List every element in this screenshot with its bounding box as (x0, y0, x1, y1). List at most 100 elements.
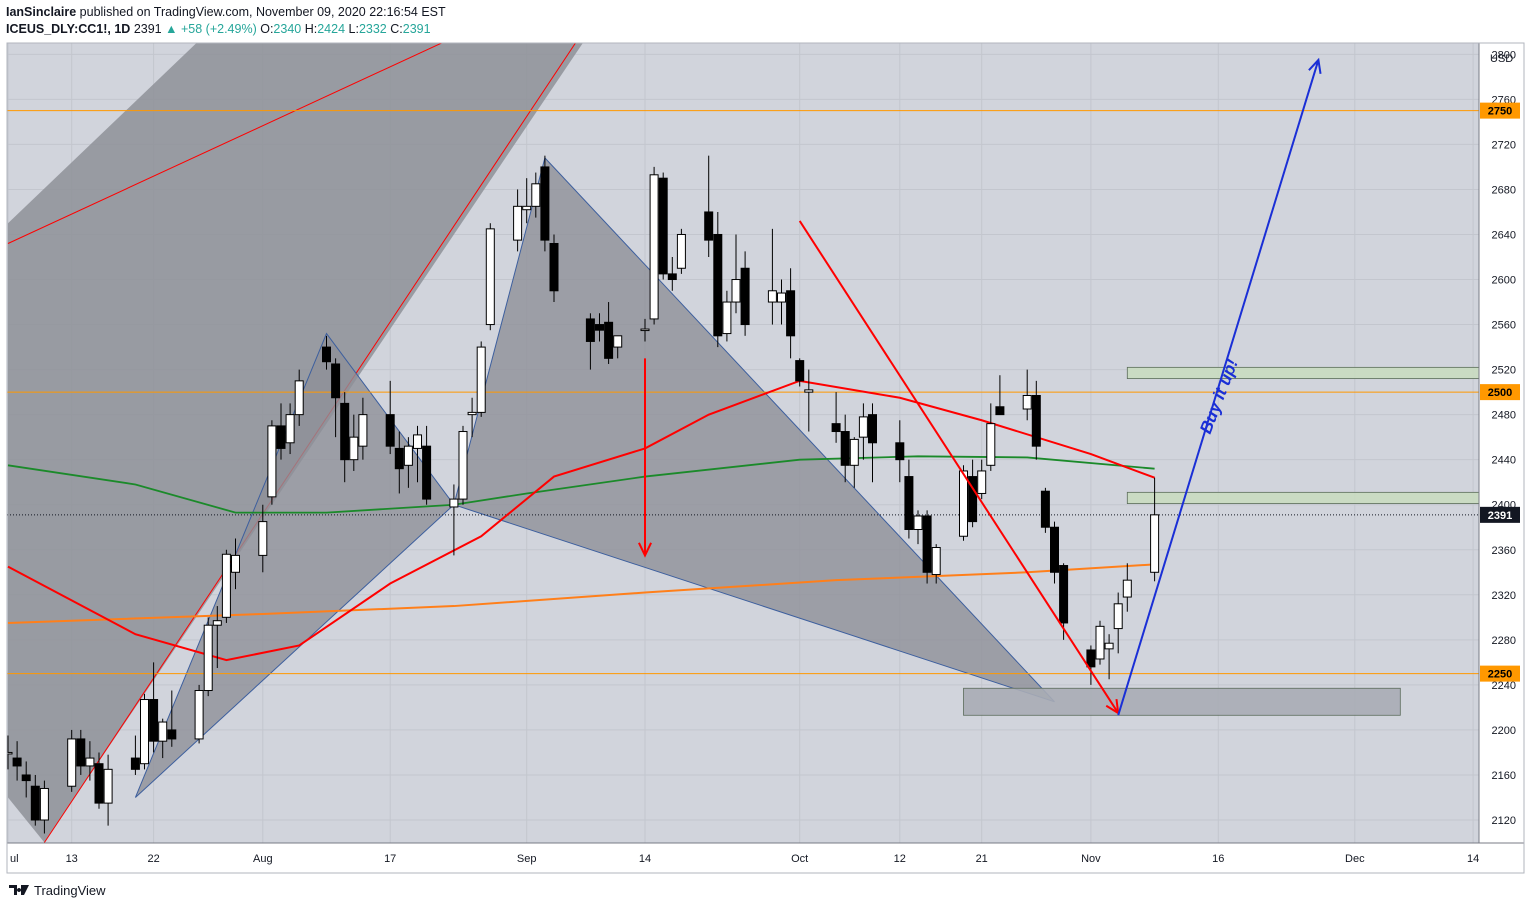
candle-body (522, 205, 532, 211)
candle-body (331, 363, 341, 399)
candle-body (76, 738, 86, 767)
price-axis[interactable] (1479, 43, 1524, 843)
time-tick-label: 14 (639, 853, 651, 865)
candle-body (895, 442, 905, 461)
candle-body (1095, 625, 1105, 660)
candle-body (94, 763, 104, 804)
candle-body (676, 233, 686, 269)
candle (1104, 634, 1114, 680)
price-tick-label: 2800 (1492, 49, 1516, 61)
time-tick-label: Aug (253, 853, 273, 865)
up-triangle-icon: ▲ (165, 22, 178, 36)
candle-body (959, 470, 968, 537)
candle-body (858, 416, 868, 438)
tradingview-logo-icon[interactable] (8, 882, 30, 898)
candle-body (231, 554, 240, 573)
candle (12, 741, 22, 781)
ma-100-line (7, 455, 1155, 514)
candle-body (294, 380, 304, 416)
candle (413, 425, 422, 483)
candle (67, 729, 77, 792)
time-tick-label: 12 (894, 853, 906, 865)
chart-header: IanSinclaire published on TradingView.co… (6, 2, 1526, 42)
resistance-zone-upper (1126, 366, 1479, 380)
projection-arrow-down-head (638, 542, 652, 558)
candle (467, 397, 477, 438)
low-value: 2332 (358, 22, 387, 36)
candle (904, 459, 914, 539)
candle (840, 414, 850, 483)
candle (858, 403, 868, 460)
buy-arrow-up (1117, 57, 1322, 716)
candle-body (385, 414, 395, 447)
candle-body (649, 174, 659, 320)
candle (194, 684, 204, 744)
price-tick-label: 2120 (1492, 815, 1516, 827)
candle (676, 228, 686, 274)
time-tick-label: 22 (147, 853, 159, 865)
candle-body (713, 233, 723, 337)
candle-body (1122, 579, 1132, 598)
candle (7, 735, 13, 770)
price-level-badge (1480, 384, 1520, 401)
candle (1122, 563, 1132, 612)
candle (1031, 380, 1041, 460)
candle-body (103, 768, 113, 804)
candle (604, 302, 614, 364)
author-name[interactable]: IanSinclaire (6, 5, 77, 19)
candle-body (485, 228, 495, 326)
candle-body (39, 787, 49, 821)
price-tick-label: 2480 (1492, 410, 1516, 422)
candle (403, 437, 413, 488)
price-level-badge-label: 2750 (1488, 106, 1512, 118)
time-tick-label: 13 (66, 853, 78, 865)
candle-body (449, 498, 459, 508)
candle (385, 380, 395, 455)
candles-layer (7, 155, 1160, 834)
candle-body (458, 431, 468, 500)
candle-body (1104, 642, 1114, 650)
candle-body (203, 624, 213, 692)
time-axis[interactable] (7, 843, 1479, 873)
candle (849, 437, 859, 488)
candle (340, 392, 350, 483)
candle-body (221, 553, 231, 618)
candle (203, 617, 213, 697)
last-price-value: 2391 (133, 22, 162, 36)
time-tick-label: Sep (517, 853, 537, 865)
candle-body (1022, 394, 1032, 410)
candle (167, 690, 177, 747)
candle-body (640, 328, 650, 332)
candle (394, 431, 404, 494)
price-level-badge-label: 2250 (1488, 669, 1512, 681)
candle-body (1150, 514, 1160, 573)
price-tick-label: 2600 (1492, 275, 1516, 287)
pattern-triangle-bcd (453, 156, 1055, 703)
candle-body (394, 447, 404, 470)
candle (485, 223, 495, 331)
candle-body (767, 290, 777, 303)
candle (358, 397, 368, 460)
candle-body (212, 620, 222, 626)
close-label: C: (390, 22, 403, 36)
candle (258, 504, 268, 573)
candle-body (403, 445, 413, 466)
candle-body (777, 292, 786, 303)
candle-body (322, 346, 331, 363)
last-price-badge-label: 2391 (1488, 510, 1512, 522)
time-tick-label: 17 (384, 853, 396, 865)
candle-body (276, 425, 286, 449)
candle (522, 178, 532, 224)
symbol-label[interactable]: ICEUS_DLY:CC1!, 1D (6, 22, 131, 36)
candle (94, 752, 104, 809)
candle-body (67, 738, 77, 787)
tradingview-brand[interactable]: TradingView (34, 883, 106, 898)
candle-body (1113, 603, 1123, 630)
candle (140, 693, 149, 770)
candle (649, 166, 659, 325)
time-tick-label: 14 (1467, 853, 1479, 865)
candle (595, 313, 604, 342)
price-level-badge-label: 2500 (1488, 387, 1512, 399)
candle-body (285, 414, 295, 444)
